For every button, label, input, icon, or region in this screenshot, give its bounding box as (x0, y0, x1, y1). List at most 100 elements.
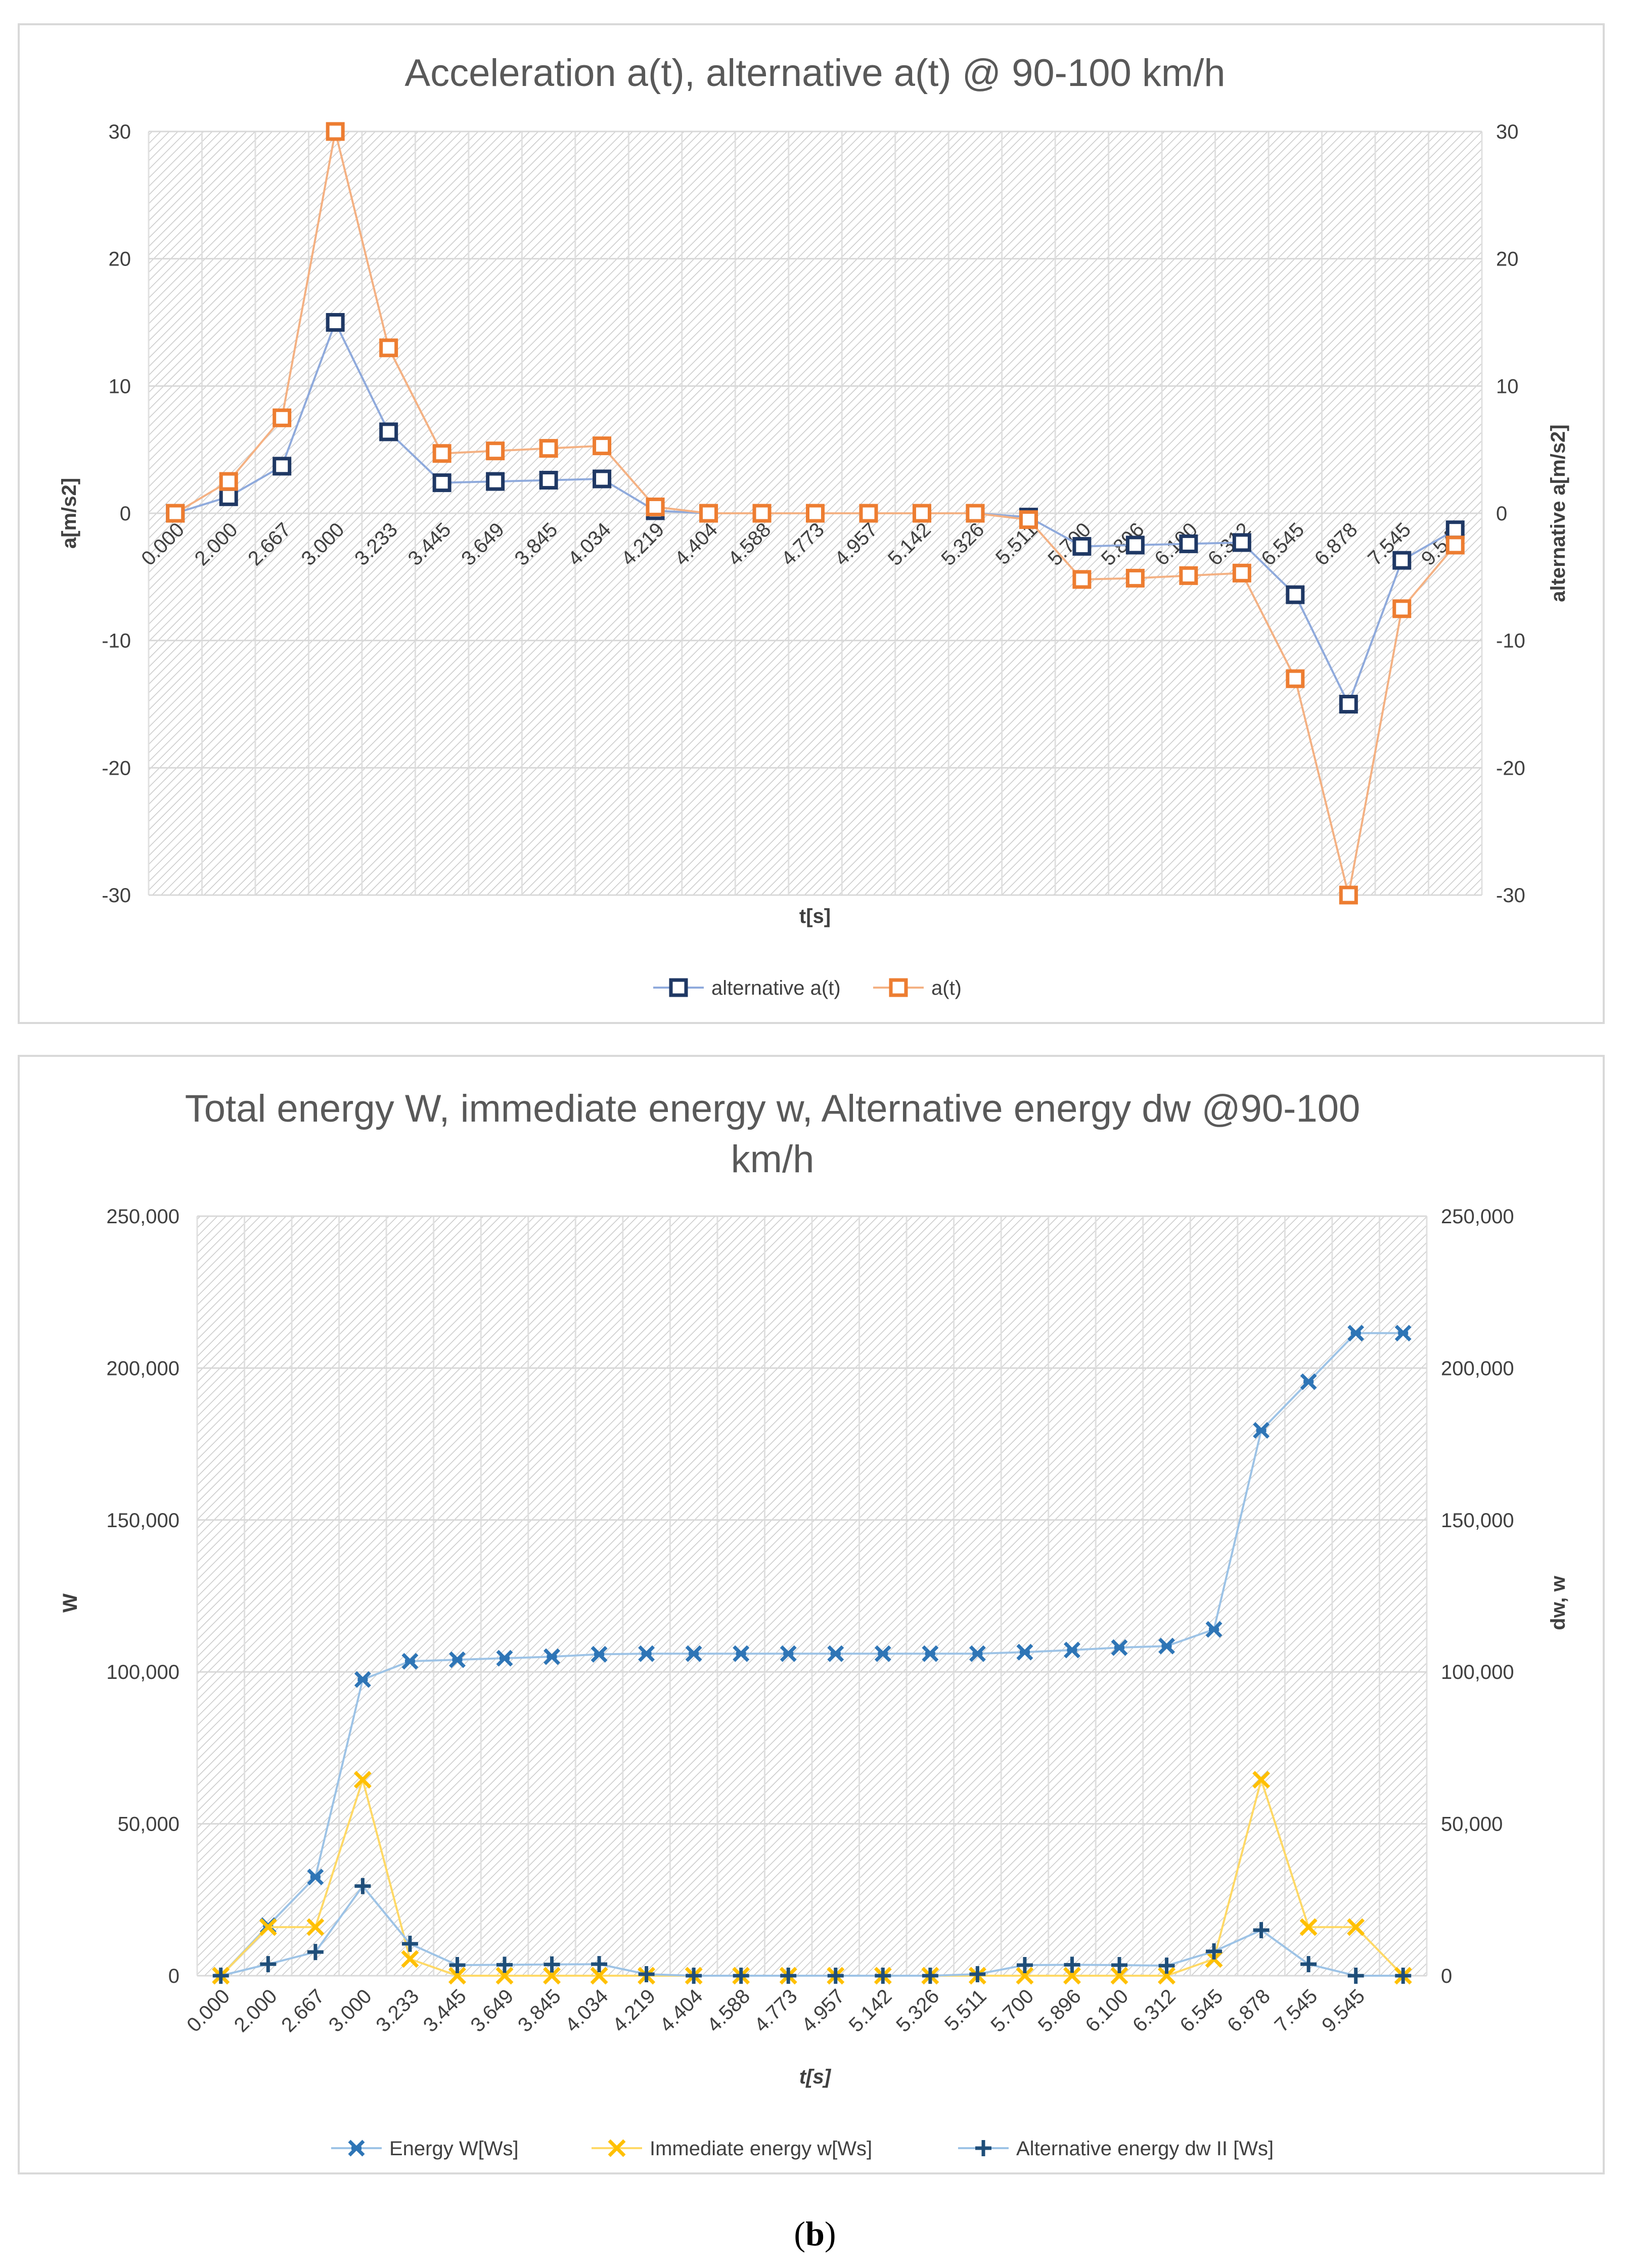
y2-tick-label: -30 (1496, 884, 1525, 907)
data-point (686, 1968, 702, 1984)
energy-chart: Total energy W, immediate energy w, Alte… (18, 1055, 1605, 2174)
data-point (699, 504, 718, 523)
data-point (1286, 669, 1305, 688)
y2-axis-label: alternative a[m/s2] (1547, 424, 1569, 602)
data-point (379, 338, 398, 358)
data-point (1300, 1956, 1317, 1973)
data-point (486, 441, 505, 461)
data-point (638, 1645, 655, 1662)
data-point (260, 1956, 277, 1973)
legend-marker-x (608, 2139, 626, 2157)
data-point (1347, 1968, 1364, 1984)
data-point (780, 1968, 797, 1984)
y-tick-label: -20 (102, 757, 131, 779)
y2-tick-label: 50,000 (1441, 1813, 1503, 1836)
y2-axis-label: dw, w (1547, 1575, 1569, 1630)
data-point (486, 472, 505, 491)
data-point (874, 1645, 891, 1662)
data-point (212, 1968, 229, 1984)
y2-tick-label: 0 (1441, 1965, 1452, 1987)
data-point (219, 487, 238, 506)
y-tick-label: -30 (102, 884, 131, 907)
legend-item-immediate-energy: Immediate energy w[Ws] (592, 2138, 872, 2160)
data-point (307, 1869, 324, 1886)
data-point (1205, 1621, 1222, 1638)
data-point (1111, 1639, 1128, 1656)
y2-tick-label: 150,000 (1441, 1509, 1514, 1532)
y2-tick-label: -20 (1496, 757, 1525, 779)
series-alternative-energy-dw-ii-ws (212, 1878, 1412, 1984)
legend-marker-plus (975, 2140, 991, 2156)
y-axis-label: a[m/s2] (58, 478, 80, 549)
data-point (1158, 1637, 1175, 1655)
y-tick-label: 0 (120, 503, 131, 525)
data-point (1232, 533, 1251, 552)
legend-label: alternative a(t) (711, 977, 841, 999)
data-point (306, 1918, 325, 1936)
data-point (1347, 1324, 1365, 1342)
data-point (969, 1966, 986, 1982)
y-axis-ticks: 30 20 10 0 -10 -20 -30 (102, 121, 131, 907)
legend-x-glyph (608, 2139, 626, 2157)
y2-tick-label: 0 (1496, 503, 1507, 525)
chart-title: Acceleration a(t), alternative a(t) @ 90… (404, 52, 1225, 95)
data-point (922, 1968, 938, 1984)
legend-marker-square (669, 978, 688, 997)
caption-close: ) (825, 2214, 836, 2253)
y-axis-ticks: 250,000 200,000 150,000 100,000 50,000 0 (106, 1206, 179, 1987)
data-point (273, 408, 292, 427)
data-point (495, 1967, 514, 1985)
data-point (1445, 536, 1465, 555)
data-point (966, 504, 985, 523)
data-point (1394, 1324, 1412, 1342)
data-point (449, 1956, 466, 1973)
data-point (353, 1771, 372, 1789)
data-point (1110, 1967, 1128, 1985)
data-point (1299, 1918, 1318, 1936)
legend-label: Immediate energy w[Ws] (650, 2138, 872, 2160)
legend-item-alternative-energy: Alternative energy dw II [Ws] (958, 2138, 1274, 2160)
data-point (401, 1935, 418, 1952)
data-point (1286, 585, 1305, 604)
data-point (1252, 1771, 1271, 1789)
y2-tick-label: -10 (1496, 630, 1525, 652)
caption-letter: b (805, 2214, 825, 2253)
data-point (875, 1968, 891, 1984)
series-a-t (166, 122, 1465, 905)
x-axis-label: t[s] (799, 2066, 832, 2088)
data-point (1158, 1967, 1176, 1985)
legend-label: Energy W[Ws] (389, 2138, 519, 2160)
grid-lines (196, 1215, 1428, 1977)
legend-marker-star (348, 2140, 365, 2157)
y2-tick-label: 100,000 (1441, 1661, 1514, 1683)
series-group (166, 122, 1465, 905)
data-point (1445, 520, 1465, 540)
data-point (1125, 568, 1145, 588)
data-point (432, 473, 451, 493)
data-point (733, 1968, 749, 1984)
x-axis-label: t[s] (799, 905, 831, 927)
data-point (539, 439, 558, 458)
data-point (326, 313, 345, 332)
legend-star-glyph (348, 2140, 365, 2157)
data-point (646, 497, 665, 516)
data-point (1125, 536, 1145, 555)
data-point (1347, 1918, 1365, 1936)
data-point (273, 457, 292, 476)
data-point (827, 1645, 844, 1662)
series-group (212, 1324, 1412, 1985)
y2-tick-label: 250,000 (1441, 1206, 1514, 1228)
data-point (326, 122, 345, 141)
data-point (166, 504, 185, 523)
data-point (1179, 566, 1198, 585)
legend: alternative a(t) a(t) (653, 977, 962, 999)
data-point (859, 504, 878, 523)
y-tick-label: 0 (168, 1965, 179, 1987)
data-point (685, 1645, 702, 1662)
legend-label: Alternative energy dw II [Ws] (1016, 2138, 1274, 2160)
legend-item-energy-w: Energy W[Ws] (331, 2138, 519, 2160)
legend-plus-glyph (975, 2140, 991, 2156)
figure-caption: (b) (794, 2214, 836, 2253)
data-point (448, 1651, 466, 1668)
data-point (1072, 570, 1092, 589)
